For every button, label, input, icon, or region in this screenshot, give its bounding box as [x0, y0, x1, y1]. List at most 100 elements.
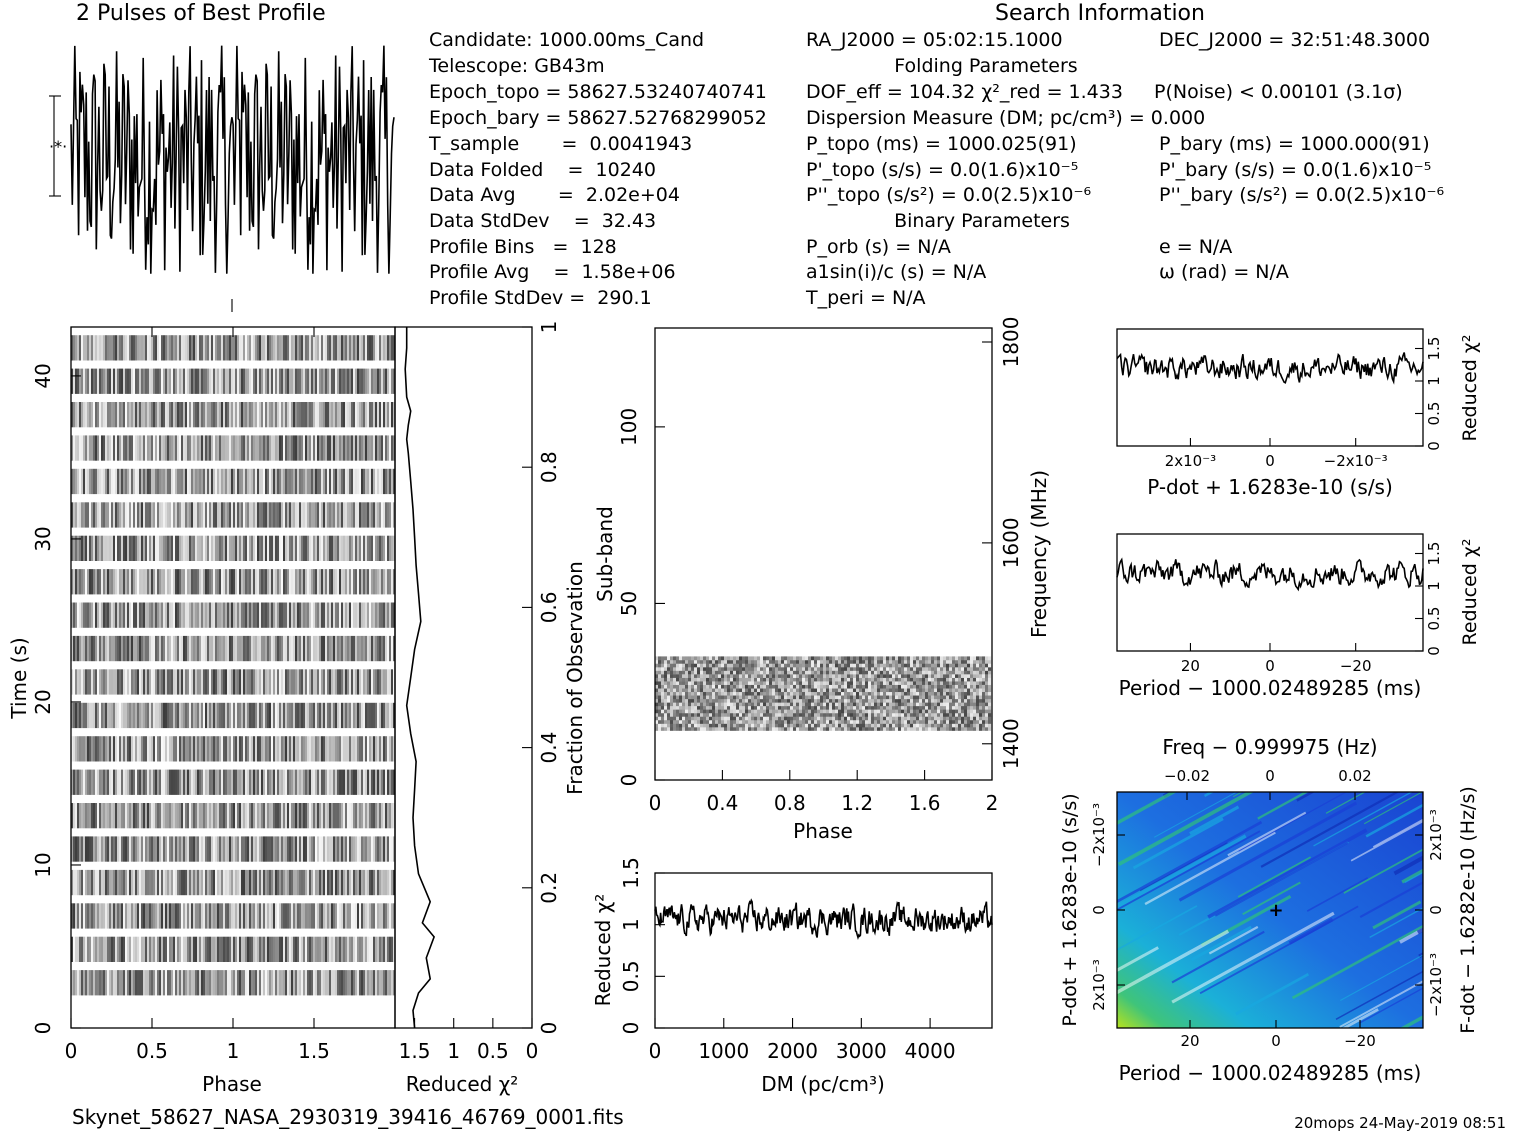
- subband-row-20: [655, 705, 992, 710]
- map-x-tick-label: 0: [1271, 1032, 1281, 1050]
- profile-stddev-line: Profile StdDev = 290.1: [429, 287, 652, 309]
- subint-band-3: [71, 869, 395, 896]
- binary-title: Binary Parameters: [894, 210, 1070, 232]
- y-tick-label: 0: [1425, 646, 1443, 656]
- x-tick-label: −2x10⁻³: [1324, 452, 1388, 470]
- p-pdot-best-marker: +: [1268, 900, 1283, 921]
- fraction-tick-label: 0.6: [537, 591, 561, 623]
- period-chi2-xlabel: Period − 1000.02489285 (ms): [1119, 676, 1422, 700]
- subband-image: [655, 656, 992, 731]
- chi2-tick-label: 0.5: [477, 1039, 509, 1063]
- sb-phase-tick-label: 2: [986, 791, 999, 815]
- map-streak: [1117, 946, 1159, 972]
- subint-band-17: [71, 402, 395, 428]
- subband-row-19: [655, 709, 992, 714]
- dm-chi2-tick-label: 0: [619, 1022, 643, 1035]
- subint-band-11: [71, 602, 395, 628]
- candidate-line: Candidate: 1000.00ms_Cand: [429, 29, 704, 51]
- subband-row-29: [655, 674, 992, 678]
- dm-chi2-tick-label: 0.5: [619, 960, 643, 992]
- pdot-chi2-plot: 2x10⁻³ 0 −2x10⁻³ 0 0.5 1 1.5 P-dot + 1.6283e-1…: [1116, 328, 1481, 499]
- profile-plot: ·*·: [49, 45, 395, 312]
- subint-band-18: [71, 368, 395, 394]
- telescope-line: Telescope: GB43m: [428, 55, 605, 77]
- subint-band-7: [71, 736, 395, 762]
- x-tick-label: 2x10⁻³: [1165, 452, 1216, 470]
- time-tick-label: 40: [31, 363, 55, 388]
- map-streak: [1335, 970, 1423, 1020]
- map-streak: [1117, 820, 1263, 904]
- omega-line: ω (rad) = N/A: [1159, 261, 1289, 283]
- phase-tick-label: 0: [65, 1039, 78, 1063]
- map-streak: [1132, 817, 1224, 870]
- subint-band-19: [71, 335, 395, 361]
- pd-bary-line: P'_bary (s/s) = 0.0(1.6)x10⁻⁵: [1159, 159, 1431, 181]
- map-streak: [1340, 954, 1423, 1001]
- pdot-chi2-ticks: 2x10⁻³ 0 −2x10⁻³ 0 0.5 1 1.5: [1165, 337, 1443, 470]
- p-noise-line: P(Noise) < 0.00101 (3.1σ): [1154, 81, 1403, 103]
- pdd-bary-line: P''_bary (s/s²) = 0.0(2.5)x10⁻⁶: [1159, 184, 1444, 206]
- map-streak: [1235, 972, 1310, 1016]
- x-tick-label: 20: [1181, 657, 1200, 675]
- subband-y2label: Frequency (MHz): [1027, 470, 1051, 638]
- subband-row-31: [655, 667, 992, 671]
- x-tick-label: 0: [1265, 657, 1275, 675]
- footer-stamp: 20mops 24-May-2019 08:51: [1294, 1114, 1506, 1132]
- dm-chi2-ticks: 0 1000 2000 3000 4000 0 0.5 1 1.5: [619, 857, 956, 1063]
- map-streak: [1399, 1015, 1423, 1028]
- p-pdot-ticks: 20 0 −20 −0.02 0 0.02 −2x10⁻³ 0 2x10⁻³ 2x10⁻³ 0 −2x…: [1090, 767, 1445, 1050]
- map-streak: [1171, 911, 1335, 1004]
- pdot-chi2-xlabel: P-dot + 1.6283e-10 (s/s): [1147, 475, 1393, 499]
- time-chi2-ticks: 1.5 1 0.5 0 0 0.2 0.4 0.6 0.8 1: [399, 321, 561, 1063]
- candidate-info: Candidate: 1000.00ms_Cand Telescope: GB4…: [428, 29, 767, 309]
- subband-row-32: [655, 663, 992, 668]
- fraction-tick-label: 0.4: [537, 732, 561, 764]
- sb-phase-tick-label: 0.4: [706, 791, 738, 815]
- time-phase-image: [71, 335, 395, 996]
- pdot-chi2-ylabel: Reduced χ²: [1459, 335, 1481, 442]
- map-streak: [1339, 980, 1423, 1028]
- subint-band-13: [71, 535, 395, 561]
- map-streak: [1117, 929, 1230, 995]
- map-streak: [1237, 856, 1312, 898]
- time-phase-ylabel: Time (s): [7, 637, 31, 719]
- map-streak: [1313, 792, 1414, 847]
- p-pdot-plot: + 20 0 −20 −0.02 0 0.02 −2x10⁻³ 0 2x10⁻³ 2x10⁻³ 0 −…: [1059, 694, 1513, 1085]
- time-tick-label: 10: [31, 852, 55, 877]
- subband-row-23: [655, 695, 992, 700]
- subint-band-14: [71, 502, 395, 528]
- data-avg-line: Data Avg = 2.02e+04: [429, 184, 680, 206]
- map-streak: [1178, 801, 1358, 902]
- fraction-tick-label: 0.8: [537, 451, 561, 483]
- dm-tick-label: 2000: [767, 1039, 818, 1063]
- map-top-tick-label: 0.02: [1338, 767, 1371, 785]
- profile-avg-line: Profile Avg = 1.58e+06: [429, 261, 676, 283]
- map-streak: [1325, 792, 1367, 814]
- map-streak: [1139, 842, 1228, 892]
- chi2-tick-label: 0: [526, 1039, 539, 1063]
- map-streak: [1306, 877, 1369, 912]
- map-streak: [1214, 842, 1349, 917]
- map-streak: [1359, 881, 1423, 918]
- map-streak: [1343, 848, 1423, 894]
- dm-chi2-xlabel: DM (pc/cm³): [761, 1072, 885, 1096]
- subint-band-1: [71, 936, 395, 962]
- dm-tick-label: 4000: [905, 1039, 956, 1063]
- pdd-topo-line: P''_topo (s/s²) = 0.0(2.5)x10⁻⁶: [806, 184, 1091, 206]
- dec-line: DEC_J2000 = 32:51:48.3000: [1159, 29, 1430, 51]
- map-streak: [1451, 694, 1513, 791]
- dm-line: Dispersion Measure (DM; pc/cm³) = 0.000: [806, 107, 1205, 129]
- t-peri-line: T_peri = N/A: [805, 287, 926, 309]
- pd-topo-line: P'_topo (s/s) = 0.0(1.6)x10⁻⁵: [806, 159, 1078, 181]
- p-bary-line: P_bary (ms) = 1000.000(91): [1159, 133, 1430, 155]
- subband-row-30: [655, 670, 992, 675]
- profile-title: 2 Pulses of Best Profile: [76, 1, 326, 26]
- map-streak: [1227, 811, 1307, 857]
- map-streak: [1363, 792, 1423, 825]
- subband-row-33: [655, 659, 992, 664]
- subband-row-18: [655, 712, 992, 717]
- subint-band-2: [71, 903, 395, 929]
- dm-chi2-trace: [654, 898, 993, 940]
- fraction-tick-label: 0: [537, 1022, 561, 1035]
- map-streak: [1117, 792, 1255, 866]
